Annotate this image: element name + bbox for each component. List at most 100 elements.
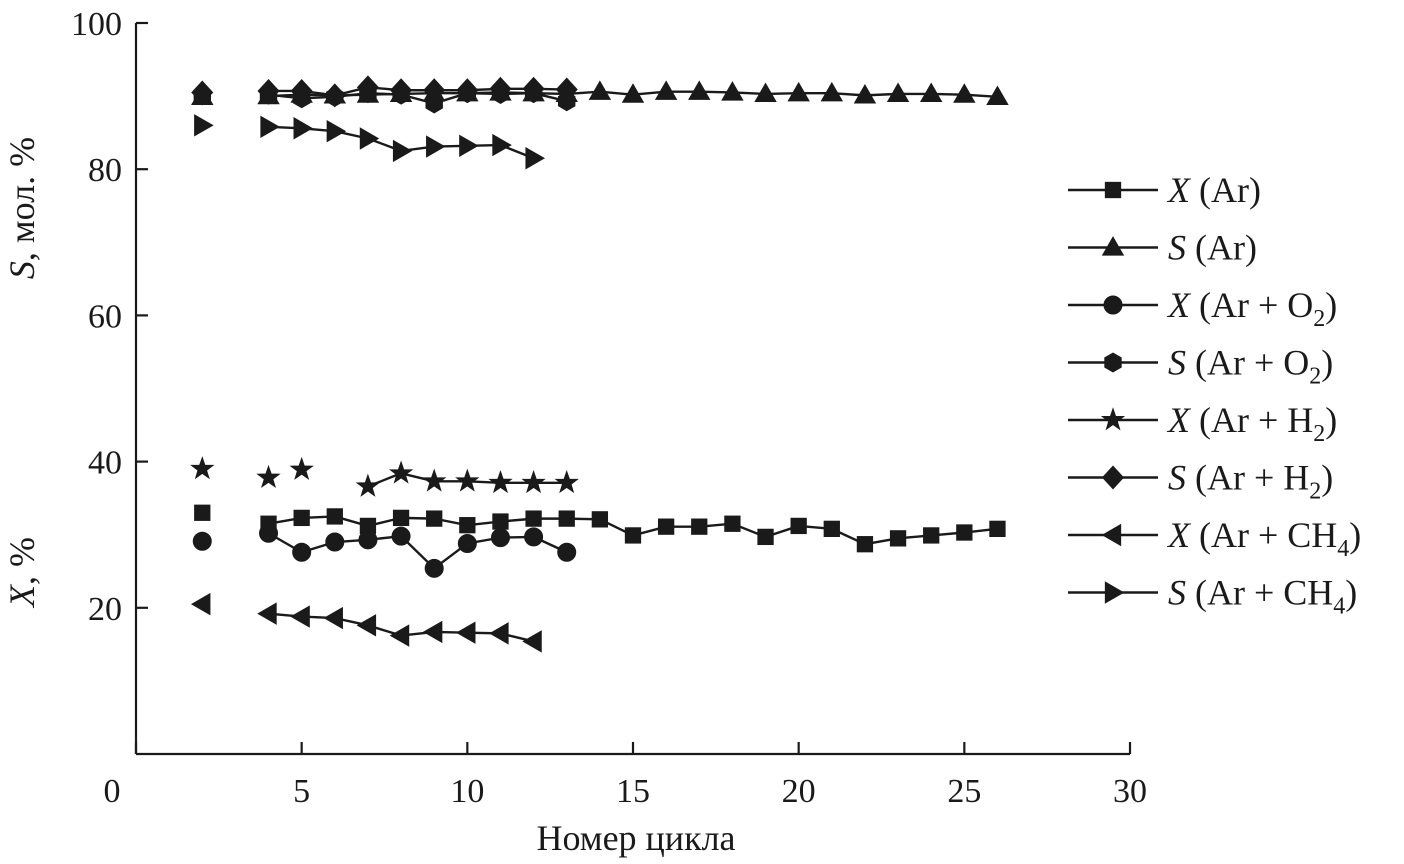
data-point — [260, 115, 280, 139]
x-tick-label: 30 — [1113, 773, 1147, 810]
series-6 — [191, 75, 578, 108]
data-point — [591, 511, 609, 528]
x-tick-label: 0 — [104, 773, 121, 810]
data-point — [455, 468, 480, 492]
series-3 — [192, 523, 577, 578]
data-point — [886, 82, 910, 103]
data-point — [293, 117, 314, 140]
data-point — [522, 630, 542, 653]
data-point — [356, 75, 379, 100]
data-point — [621, 83, 645, 103]
data-point — [289, 456, 314, 480]
series-layer — [190, 75, 1009, 653]
legend-label: X (Ar + O2) — [1166, 285, 1337, 332]
data-point — [256, 464, 281, 489]
data-point — [525, 510, 542, 527]
data-point — [391, 526, 411, 546]
legend-marker — [1104, 581, 1125, 604]
legend-label: S (Ar) — [1168, 228, 1257, 268]
data-point — [325, 532, 345, 552]
legend-marker — [1101, 236, 1125, 256]
legend-item: S (Ar + H2) — [1068, 458, 1333, 505]
data-point — [790, 517, 807, 535]
data-point — [457, 533, 477, 553]
data-point — [390, 78, 413, 103]
x-tick-label: 25 — [947, 773, 981, 810]
legend-item: S (Ar + CH4) — [1068, 573, 1357, 620]
data-point — [323, 83, 346, 108]
x-tick-label: 20 — [782, 773, 816, 810]
data-point — [558, 510, 575, 527]
legend-label: X (Ar + H2) — [1166, 400, 1337, 447]
data-point — [194, 114, 214, 137]
series-8 — [194, 114, 545, 170]
legend-label: X (Ar + CH4) — [1166, 515, 1361, 562]
data-point — [489, 76, 512, 101]
data-point — [956, 524, 973, 541]
data-point — [554, 469, 579, 494]
axes: 0 5 10 15 20 25 30 20 40 60 80 100 — [71, 6, 1147, 810]
data-point — [923, 527, 940, 544]
data-point — [389, 624, 410, 647]
data-point — [492, 513, 509, 530]
data-point — [754, 82, 777, 103]
data-point — [326, 508, 343, 525]
data-point — [989, 520, 1006, 538]
y-axis-title-lower: X, % — [2, 537, 42, 609]
data-point — [290, 605, 310, 628]
data-point — [356, 614, 377, 637]
y-tick-label: 60 — [88, 298, 122, 335]
data-point — [524, 527, 544, 547]
data-point — [192, 531, 212, 551]
data-point — [521, 469, 546, 494]
data-point — [190, 456, 215, 480]
data-point — [919, 82, 943, 103]
data-point — [688, 80, 711, 100]
legend-item: X (Ar) — [1068, 170, 1261, 210]
legend-marker — [1104, 352, 1122, 373]
legend: X (Ar) S (Ar) X (Ar + O2) S (Ar + O2) X (Ar … — [1068, 170, 1361, 620]
data-point — [490, 528, 510, 548]
legend-item: X (Ar + O2) — [1068, 285, 1337, 332]
data-point — [525, 147, 545, 170]
data-point — [488, 469, 513, 494]
data-point — [355, 473, 381, 497]
legend-label: S (Ar + CH4) — [1168, 573, 1357, 620]
data-point — [820, 81, 844, 102]
data-point — [522, 76, 545, 101]
legend-marker — [1104, 181, 1122, 199]
data-point — [724, 515, 741, 532]
legend-marker — [1101, 523, 1122, 547]
data-point — [456, 78, 479, 103]
data-point — [555, 77, 578, 102]
x-tick-label: 15 — [616, 773, 650, 810]
data-point — [588, 80, 612, 100]
data-point — [422, 620, 443, 644]
data-point — [455, 621, 476, 644]
x-axis-title: Номер цикла — [536, 818, 735, 858]
data-point — [259, 523, 279, 543]
data-point — [257, 602, 277, 625]
data-point — [194, 504, 211, 521]
data-point — [557, 542, 577, 562]
data-point — [359, 127, 380, 150]
legend-item: X (Ar + H2) — [1068, 400, 1337, 447]
data-point — [190, 592, 211, 616]
y-tick-label: 100 — [71, 6, 122, 43]
x-tick-label: 10 — [450, 773, 484, 810]
data-point — [422, 468, 447, 492]
data-point — [323, 606, 343, 630]
legend-label: X (Ar) — [1166, 170, 1261, 210]
data-point — [388, 460, 414, 484]
data-point — [425, 93, 443, 114]
data-point — [721, 81, 744, 101]
data-point — [853, 84, 877, 104]
data-point — [624, 527, 642, 544]
data-point — [293, 509, 310, 527]
data-point — [257, 78, 280, 103]
legend-item: S (Ar + O2) — [1068, 343, 1333, 390]
legend-item: S (Ar) — [1068, 228, 1257, 268]
y-tick-label: 20 — [88, 591, 122, 628]
y-axis-title-upper: S, мол. % — [2, 137, 42, 279]
